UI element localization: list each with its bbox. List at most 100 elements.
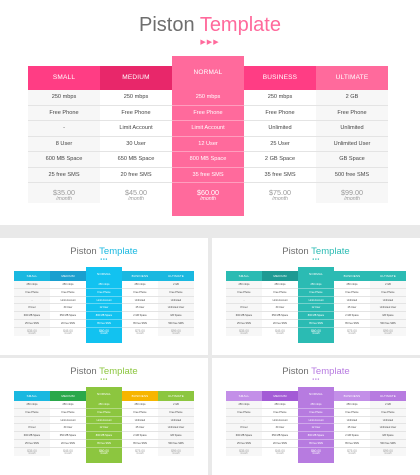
plan-feature: 20 free SMS [262,320,298,328]
plan-column-normal[interactable]: NORMAL 250 mbps Free Phone Limit Account 12 … [172,56,244,216]
plan-feature: Free Phone [86,409,122,417]
plan-feature: Unlimited User [370,424,406,433]
plan-feature: 2 GB [158,401,194,409]
plan-feature: 25 User [122,304,158,313]
price-amount: $45.00 [275,328,285,333]
plan-column-small[interactable]: SMALL 250 mbps Free Phone -8 User 600 MB Spa… [226,391,262,457]
plan-price: $60.00/month [172,183,244,203]
plan-feature: Limit Account [172,121,244,137]
title-word-2: Template [311,246,350,257]
plan-column-ultimate[interactable]: ULTIMATE 2 GB Free Phone Unlimited Unlimited… [370,271,406,337]
price-period: /month [128,196,144,203]
plan-column-business[interactable]: BUSINESS 250 mbps Free Phone Unlimited 25 Us… [122,271,158,336]
plan-column-medium[interactable]: MEDIUM 250 mbps Free Phone Limit Account 30 … [262,271,298,336]
price-period: /month [272,196,288,203]
slide-green[interactable]: Piston Template ●●● SMALL 250 mbps Free Phon… [0,358,208,475]
plan-feature: 35 free SMS [122,320,158,328]
plan-column-medium[interactable]: MEDIUM 250 mbps Free Phone Limit Account 30 … [50,271,86,336]
plan-feature: Free Phone [244,106,316,121]
title-word-1: Piston [139,14,195,36]
plan-price: $35.00/month [226,328,262,336]
plan-feature: 35 free SMS [298,440,334,448]
plan-header: NORMAL [86,387,122,401]
slide-main[interactable]: Piston Template ▶▶▶ SMALL 250 mbps Free Phon… [0,0,420,225]
price-amount: $35.00 [27,328,37,333]
price-amount: $75.00 [135,448,145,453]
price-period: /month [100,452,108,456]
plan-feature: Free Phone [50,409,86,417]
slide-teal[interactable]: Piston Template ●●● SMALL 250 mbps Free Phon… [212,238,420,355]
price-period: /month [348,332,356,336]
plan-feature: 600 MB Space [14,312,50,320]
plan-price: $75.00/month [122,328,158,336]
plan-feature: Unlimited [122,297,158,305]
plan-feature: GB Space [316,152,388,168]
plan-column-normal[interactable]: NORMAL 250 mbps Free Phone Limit Account 12 … [298,267,334,343]
plan-feature: Free Phone [334,289,370,297]
plan-feature: 12 User [86,424,122,433]
price-period: /month [172,332,180,336]
plan-price: $45.00/month [262,328,298,336]
slide-blue[interactable]: Piston Template ●●● SMALL 250 mbps Free Phon… [0,238,208,355]
plan-feature: Free Phone [158,289,194,297]
plan-feature: 35 free SMS [334,320,370,328]
plan-feature: Free Phone [50,289,86,297]
plan-feature: 800 MB Space [298,312,334,320]
plan-column-medium[interactable]: MEDIUM 250 mbps Free Phone Limit Account 30 … [100,66,172,203]
slide-title: Piston Template [0,14,420,37]
plan-column-small[interactable]: SMALL 250 mbps Free Phone -8 User 600 MB Spa… [226,271,262,337]
plan-feature: 35 free SMS [172,168,244,183]
plan-feature: 25 User [244,137,316,152]
title-word-1: Piston [70,246,97,257]
plan-column-normal[interactable]: NORMAL 250 mbps Free Phone Limit Account 12 … [86,267,122,343]
plan-column-medium[interactable]: MEDIUM 250 mbps Free Phone Limit Account 30 … [262,391,298,456]
plan-column-small[interactable]: SMALL 250 mbps Free Phone -8 User 600 MB Spa… [14,391,50,457]
plan-feature: 30 User [262,304,298,313]
price-amount: $99.00 [383,448,393,453]
plan-price: $35.00/month [28,183,100,203]
price-period: /month [348,452,356,456]
plan-feature: Unlimited [316,121,388,137]
plan-feature: 12 User [298,424,334,433]
plan-price: $99.00/month [316,183,388,203]
price-period: /month [384,452,392,456]
slide-title: Piston Template [0,366,208,377]
pricing-table: SMALL 250 mbps Free Phone -8 User 600 MB Spa… [226,267,406,343]
price-amount: $99.00 [171,448,181,453]
price-amount: $45.00 [63,328,73,333]
slide-purple[interactable]: Piston Template ●●● SMALL 250 mbps Free Phon… [212,358,420,475]
plan-column-business[interactable]: BUSINESS 250 mbps Free Phone Unlimited 25 Us… [244,66,316,203]
title-word-1: Piston [282,246,309,257]
plan-feature: Limit Account [50,417,86,425]
plan-feature: Limit Account [262,297,298,305]
pricing-table: SMALL 250 mbps Free Phone -8 User 600 MB Spa… [226,387,406,463]
plan-column-medium[interactable]: MEDIUM 250 mbps Free Phone Limit Account 30 … [50,391,86,456]
plan-column-ultimate[interactable]: ULTIMATE 2 GB Free Phone Unlimited Unlimited… [158,271,194,337]
plan-header: BUSINESS [334,271,370,281]
price-period: /month [28,452,36,456]
plan-feature: 35 free SMS [334,440,370,448]
price-amount: $99.00 [383,328,393,333]
plan-feature: 12 User [298,304,334,313]
plan-feature: 30 User [262,424,298,433]
plan-column-normal[interactable]: NORMAL 250 mbps Free Phone Limit Account 12 … [298,387,334,463]
plan-feature: 600 MB Space [28,152,100,168]
price-amount: $99.00 [171,328,181,333]
plan-column-normal[interactable]: NORMAL 250 mbps Free Phone Limit Account 12 … [86,387,122,463]
plan-feature: 20 free SMS [100,168,172,183]
price-period: /month [136,452,144,456]
plan-column-small[interactable]: SMALL 250 mbps Free Phone -8 User 600 MB Spa… [14,271,50,337]
plan-feature: 25 free SMS [14,440,50,448]
plan-column-business[interactable]: BUSINESS 250 mbps Free Phone Unlimited 25 Us… [334,391,370,456]
plan-column-ultimate[interactable]: ULTIMATE 2 GB Free Phone Unlimited Unlimited… [316,66,388,204]
plan-feature: 35 free SMS [86,440,122,448]
plan-feature: Free Phone [298,409,334,417]
plan-feature: 250 mbps [14,281,50,289]
plan-column-small[interactable]: SMALL 250 mbps Free Phone -8 User 600 MB Spa… [28,66,100,204]
price-period: /month [28,332,36,336]
plan-column-ultimate[interactable]: ULTIMATE 2 GB Free Phone Unlimited Unlimited… [158,391,194,457]
plan-column-business[interactable]: BUSINESS 250 mbps Free Phone Unlimited 25 Us… [334,271,370,336]
plan-column-business[interactable]: BUSINESS 250 mbps Free Phone Unlimited 25 Us… [122,391,158,456]
plan-feature: 500 free SMS [370,320,406,328]
plan-column-ultimate[interactable]: ULTIMATE 2 GB Free Phone Unlimited Unlimited… [370,391,406,457]
